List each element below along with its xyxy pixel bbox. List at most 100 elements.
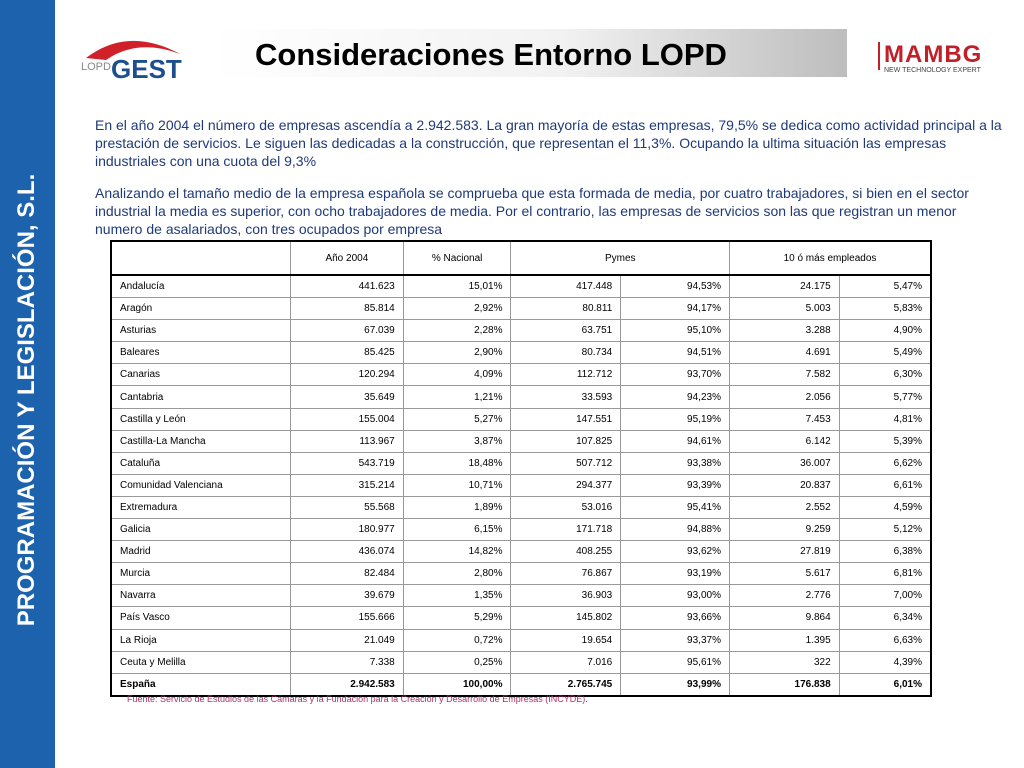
table-cell: 36.903: [511, 585, 621, 607]
table-cell: 408.255: [511, 541, 621, 563]
table-cell: Canarias: [111, 364, 290, 386]
title-box: Consideraciones Entorno LOPD: [213, 29, 847, 77]
table-cell: Murcia: [111, 563, 290, 585]
table-cell: 80.734: [511, 342, 621, 364]
table-cell: 27.819: [729, 541, 839, 563]
table-row: Comunidad Valenciana315.21410,71%294.377…: [111, 474, 931, 496]
paragraph: En el año 2004 el número de empresas asc…: [95, 116, 1005, 170]
table-cell: 507.712: [511, 452, 621, 474]
table-row: Extremadura55.5681,89%53.01695,41%2.5524…: [111, 496, 931, 518]
header-cell: % Nacional: [403, 241, 511, 275]
header-cell: 10 ó más empleados: [729, 241, 931, 275]
footnote: Fuente: Servicio de Estudios de las Cáma…: [127, 694, 588, 704]
table-cell: 7,00%: [839, 585, 931, 607]
table-cell: 94,53%: [621, 275, 730, 298]
table-cell: Madrid: [111, 541, 290, 563]
table-cell: 93,66%: [621, 607, 730, 629]
table-row: La Rioja21.0490,72%19.65493,37%1.3956,63…: [111, 629, 931, 651]
table-cell: 6,81%: [839, 563, 931, 585]
table-cell: 5.617: [729, 563, 839, 585]
table-cell: 7.453: [729, 408, 839, 430]
table-cell: 322: [729, 651, 839, 673]
table-cell: 85.814: [290, 298, 403, 320]
logo-big: GEST: [111, 54, 182, 84]
table-cell: 5,12%: [839, 519, 931, 541]
table-cell: 3,87%: [403, 430, 511, 452]
table-cell: 180.977: [290, 519, 403, 541]
table-cell: Galicia: [111, 519, 290, 541]
table-cell: 2,80%: [403, 563, 511, 585]
table-cell: 147.551: [511, 408, 621, 430]
table-cell: Baleares: [111, 342, 290, 364]
table-cell: 6,61%: [839, 474, 931, 496]
table-cell: 5,83%: [839, 298, 931, 320]
table-row: Aragón85.8142,92%80.81194,17%5.0035,83%: [111, 298, 931, 320]
table-cell: 33.593: [511, 386, 621, 408]
table-cell: 100,00%: [403, 673, 511, 696]
table-cell: 20.837: [729, 474, 839, 496]
table-cell: Cataluña: [111, 452, 290, 474]
table-row: Madrid436.07414,82%408.25593,62%27.8196,…: [111, 541, 931, 563]
table-cell: 5,77%: [839, 386, 931, 408]
table-cell: 171.718: [511, 519, 621, 541]
table-cell: 0,72%: [403, 629, 511, 651]
table-cell: 93,19%: [621, 563, 730, 585]
table-cell: 18,48%: [403, 452, 511, 474]
logo-bar: [878, 42, 880, 70]
table-cell: 85.425: [290, 342, 403, 364]
table-cell: 76.867: [511, 563, 621, 585]
table-cell: 93,38%: [621, 452, 730, 474]
table-cell: Castilla-La Mancha: [111, 430, 290, 452]
table-row: Cataluña543.71918,48%507.71293,38%36.007…: [111, 452, 931, 474]
table-cell: 93,70%: [621, 364, 730, 386]
table-cell: 5,39%: [839, 430, 931, 452]
table-cell: 294.377: [511, 474, 621, 496]
table-cell: 95,41%: [621, 496, 730, 518]
table-cell: 94,51%: [621, 342, 730, 364]
table-cell: 95,61%: [621, 651, 730, 673]
table-cell: 93,37%: [621, 629, 730, 651]
table-cell: 441.623: [290, 275, 403, 298]
table-cell: 2,92%: [403, 298, 511, 320]
table-row: Murcia82.4842,80%76.86793,19%5.6176,81%: [111, 563, 931, 585]
table-cell: 107.825: [511, 430, 621, 452]
table-cell: 145.802: [511, 607, 621, 629]
table-cell: 5,49%: [839, 342, 931, 364]
table-cell: Cantabria: [111, 386, 290, 408]
table-cell: 6,15%: [403, 519, 511, 541]
logo-name: MAMBG: [884, 41, 982, 68]
table-cell: 417.448: [511, 275, 621, 298]
table-cell: 4,59%: [839, 496, 931, 518]
table-cell: 5,29%: [403, 607, 511, 629]
table-cell: 7.338: [290, 651, 403, 673]
table-cell: 24.175: [729, 275, 839, 298]
table-cell: 19.654: [511, 629, 621, 651]
table-cell: Comunidad Valenciana: [111, 474, 290, 496]
table-row: Galicia180.9776,15%171.71894,88%9.2595,1…: [111, 519, 931, 541]
table-cell: 6,01%: [839, 673, 931, 696]
table-cell: 155.004: [290, 408, 403, 430]
header-cell: Pymes: [511, 241, 729, 275]
sidebar: PROGRAMACIÓN Y LEGISLACIÓN, S.L.: [0, 0, 55, 768]
table-cell: 7.582: [729, 364, 839, 386]
table-row: Andalucía441.62315,01%417.44894,53%24.17…: [111, 275, 931, 298]
table-cell: 36.007: [729, 452, 839, 474]
header-cell: Año 2004: [290, 241, 403, 275]
table-cell: Navarra: [111, 585, 290, 607]
table-cell: 6,34%: [839, 607, 931, 629]
table-cell: La Rioja: [111, 629, 290, 651]
table-cell: 543.719: [290, 452, 403, 474]
table-cell: 6.142: [729, 430, 839, 452]
slide: PROGRAMACIÓN Y LEGISLACIÓN, S.L. LOPD GE…: [0, 0, 1024, 768]
logo-tagline: NEW TECHNOLOGY EXPERT: [884, 67, 982, 74]
table-row: Castilla y León155.0045,27%147.55195,19%…: [111, 408, 931, 430]
table-cell: Castilla y León: [111, 408, 290, 430]
table-cell: 113.967: [290, 430, 403, 452]
table-row: España2.942.583100,00%2.765.74593,99%176…: [111, 673, 931, 696]
paragraph: Analizando el tamaño medio de la empresa…: [95, 184, 1005, 238]
table-cell: 15,01%: [403, 275, 511, 298]
table-cell: Ceuta y Melilla: [111, 651, 290, 673]
table-cell: 7.016: [511, 651, 621, 673]
table-cell: 63.751: [511, 320, 621, 342]
table-cell: 2.056: [729, 386, 839, 408]
